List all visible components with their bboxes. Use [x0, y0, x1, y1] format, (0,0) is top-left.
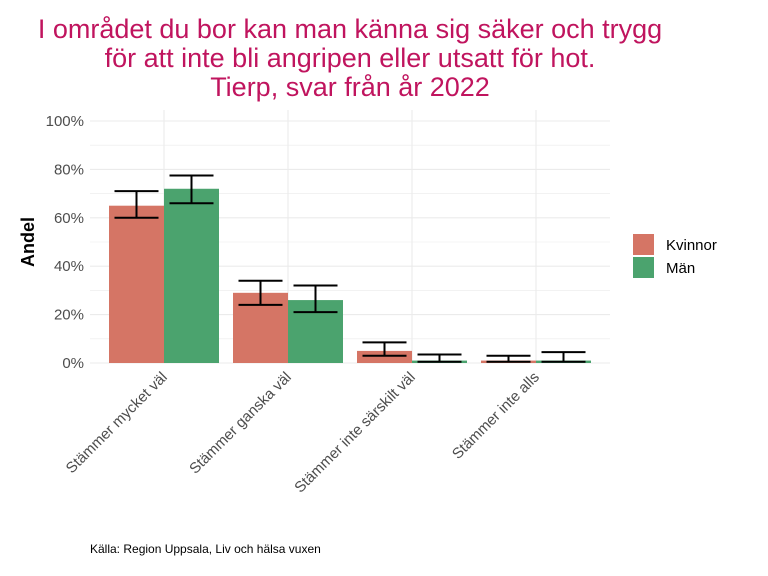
legend-label: Män [666, 260, 695, 277]
y-tick-label: 0% [62, 355, 84, 372]
bar [164, 188, 219, 363]
x-tick-label: Stämmer mycket väl [63, 369, 171, 477]
y-tick-label: 80% [54, 161, 84, 178]
title-line: för att inte bli angripen eller utsatt f… [105, 43, 596, 73]
y-tick-label: 20% [54, 307, 84, 324]
x-tick-label: Stämmer ganska väl [186, 369, 295, 478]
y-tick-label: 60% [54, 210, 84, 227]
bar [357, 350, 412, 363]
x-tick-label: Stämmer inte särskilt väl [291, 369, 419, 497]
chart-title: I området du bor kan man känna sig säker… [38, 14, 662, 102]
legend-swatch [633, 234, 654, 255]
title-line: I området du bor kan man känna sig säker… [38, 14, 662, 44]
legend-label: Kvinnor [666, 237, 717, 254]
bar [109, 205, 164, 363]
title-line: Tierp, svar från år 2022 [210, 72, 490, 102]
legend-swatch [633, 257, 654, 278]
x-tick-label: Stämmer inte alls [449, 369, 543, 463]
legend: Kvinnor Män [633, 234, 717, 278]
caption: Källa: Region Uppsala, Liv och hälsa vux… [90, 542, 321, 556]
y-axis-label: Andel [18, 217, 38, 267]
y-tick-label: 100% [46, 113, 84, 130]
y-tick-label: 40% [54, 258, 84, 275]
